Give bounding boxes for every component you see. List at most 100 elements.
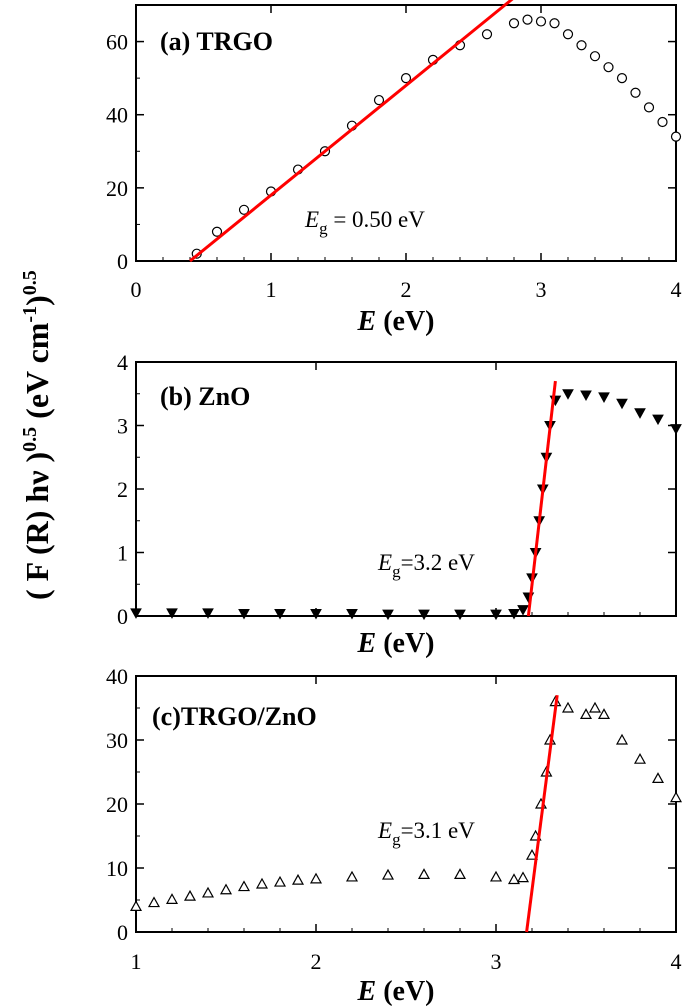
data-point xyxy=(417,868,431,879)
data-point xyxy=(237,880,251,892)
y-tick-label: 10 xyxy=(106,856,128,881)
band-gap-annotation: Eg=3.2 eV xyxy=(377,550,475,581)
data-point xyxy=(670,131,682,142)
data-point xyxy=(580,390,592,402)
y-tick-label: 30 xyxy=(106,728,128,753)
tangent-fit-line xyxy=(526,380,557,617)
x-tick-label: 0 xyxy=(131,277,142,302)
data-point xyxy=(454,609,466,621)
x-tick-label: 3 xyxy=(491,949,502,974)
data-point xyxy=(670,424,682,435)
y-tick-label: 40 xyxy=(106,664,128,689)
y-tick-label: 60 xyxy=(106,30,128,55)
data-point xyxy=(634,408,646,419)
data-point xyxy=(382,609,394,621)
data-point xyxy=(603,62,614,73)
tangent-fit-line xyxy=(525,695,559,933)
x-tick-label: 1 xyxy=(131,949,142,974)
data-point xyxy=(166,608,178,619)
data-point xyxy=(238,204,250,215)
data-point xyxy=(535,16,547,27)
x-tick-label: 4 xyxy=(671,949,682,974)
data-point xyxy=(579,708,593,719)
data-point xyxy=(201,886,215,898)
data-point xyxy=(238,608,250,620)
data-point xyxy=(508,18,520,29)
data-point xyxy=(576,40,587,51)
data-point xyxy=(616,398,628,410)
data-point xyxy=(525,848,539,860)
data-point xyxy=(597,708,611,719)
data-point xyxy=(588,701,602,713)
data-point xyxy=(615,733,629,745)
data-point xyxy=(643,102,655,113)
data-point xyxy=(309,872,323,884)
tangent-fit-line xyxy=(189,0,514,263)
data-point xyxy=(310,608,322,620)
data-point xyxy=(562,29,574,40)
data-point xyxy=(616,73,628,84)
x-axis-label: E (eV) xyxy=(357,306,435,337)
data-point xyxy=(490,609,502,621)
data-point xyxy=(219,883,233,895)
x-tick-label: 3 xyxy=(536,277,547,302)
y-tick-label: 3 xyxy=(117,414,128,439)
band-gap-annotation: Eg=3.1 eV xyxy=(377,818,475,849)
panel-title: (b) ZnO xyxy=(160,382,250,411)
data-point xyxy=(669,791,683,803)
data-point xyxy=(183,889,197,901)
data-point xyxy=(381,868,395,880)
y-tick-label: 1 xyxy=(117,541,128,566)
data-point xyxy=(255,877,269,889)
y-tick-label: 0 xyxy=(117,604,128,629)
data-point xyxy=(453,868,467,879)
data-point xyxy=(516,871,530,883)
x-axis-label: E (eV) xyxy=(357,976,435,1006)
data-point xyxy=(561,701,575,713)
data-point xyxy=(129,900,143,911)
data-point xyxy=(291,873,305,885)
x-tick-label: 4 xyxy=(671,277,682,302)
x-tick-label: 2 xyxy=(401,277,412,302)
data-point xyxy=(481,29,493,40)
data-point xyxy=(165,893,179,904)
band-gap-annotation: Eg = 0.50 eV xyxy=(304,207,425,238)
y-tick-label: 0 xyxy=(117,249,128,274)
x-tick-label: 2 xyxy=(311,949,322,974)
y-tick-label: 0 xyxy=(117,920,128,945)
data-point xyxy=(562,389,574,400)
data-point xyxy=(522,14,533,25)
x-tick-label: 1 xyxy=(266,277,277,302)
data-point xyxy=(633,752,647,764)
data-point xyxy=(489,870,503,882)
data-point xyxy=(130,608,142,619)
data-point xyxy=(652,414,664,426)
data-point xyxy=(630,87,641,98)
data-point xyxy=(346,608,358,620)
data-point xyxy=(274,608,286,620)
data-point xyxy=(657,116,668,128)
y-tick-label: 4 xyxy=(117,350,128,375)
data-point xyxy=(598,392,610,403)
y-axis-label: ( F (R) hν )0.5 (eV cm-1)0.5 xyxy=(19,270,55,600)
panel-b-zno: 0 1 2 3 4 (b) ZnO Eg=3.2 eV E (eV) xyxy=(117,350,682,659)
data-point xyxy=(400,73,412,84)
y-tick-label: 20 xyxy=(106,792,128,817)
y-tick-label: 20 xyxy=(106,176,128,201)
data-point xyxy=(549,18,560,29)
y-tick-label: 40 xyxy=(106,103,128,128)
panel-title: (c)TRGO/ZnO xyxy=(152,702,317,731)
data-point xyxy=(418,609,430,621)
data-point xyxy=(273,875,287,887)
data-point xyxy=(345,870,359,882)
data-point xyxy=(517,605,529,616)
y-tick-label: 2 xyxy=(117,477,128,502)
data-point xyxy=(651,772,665,783)
data-point xyxy=(508,608,520,620)
panel-title: (a) TRGO xyxy=(160,27,273,56)
data-point xyxy=(589,51,601,62)
data-point xyxy=(211,226,223,237)
